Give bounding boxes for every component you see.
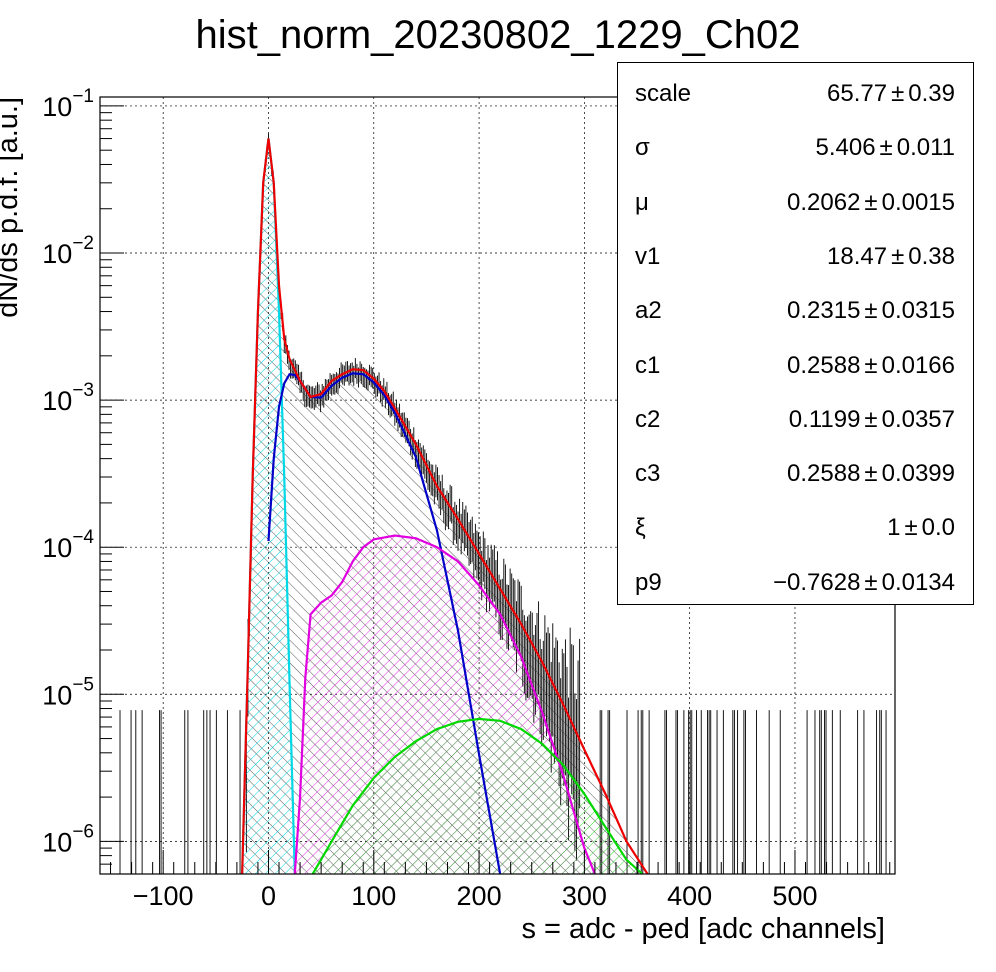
plus-minus-symbol: ± — [891, 80, 905, 107]
stats-value: 1 — [887, 514, 901, 542]
x-tick-label: 200 — [457, 881, 502, 911]
stats-value: 0.2062 — [787, 188, 861, 216]
stats-param-name: c1 — [635, 351, 661, 379]
stats-param-value: 0.2588 ±0.0399 — [787, 460, 955, 488]
stats-param-value: 0.1199 ±0.0357 — [789, 406, 955, 434]
stats-param-value: −0.7628 ±0.0134 — [773, 569, 955, 597]
stats-error: 0.39 — [908, 80, 955, 107]
stats-row: c1 0.2588 ±0.0166 — [618, 339, 973, 393]
y-tick-label: 10−4 — [42, 527, 94, 563]
chart-title: hist_norm_20230802_1229_Ch02 — [196, 13, 801, 57]
plus-minus-symbol: ± — [904, 514, 918, 542]
stats-value: 0.2588 — [787, 351, 861, 379]
x-tick-label: 0 — [261, 881, 276, 911]
stats-value: −0.7628 — [773, 568, 861, 596]
stats-row: σ 5.406 ±0.011 — [618, 121, 973, 175]
y-tick-label: 10−1 — [42, 86, 94, 122]
stats-row: v1 18.47 ±0.38 — [618, 230, 973, 284]
stats-error: 0.38 — [908, 242, 955, 270]
y-tick-label: 10−6 — [42, 821, 94, 857]
stats-error: 0.0399 — [881, 460, 955, 488]
stats-param-name: c3 — [635, 460, 661, 488]
stats-param-name: v1 — [635, 242, 661, 270]
stats-value: 5.406 — [815, 134, 876, 162]
stats-row: p9 −0.7628 ±0.0134 — [618, 556, 973, 610]
x-tick-label: 100 — [351, 881, 396, 911]
stats-param-name: ξ — [635, 514, 646, 542]
stats-row: c3 0.2588 ±0.0399 — [618, 447, 973, 501]
plus-minus-symbol: ± — [879, 134, 893, 162]
stats-row: a2 0.2315 ±0.0315 — [618, 284, 973, 338]
stats-param-value: 65.77 ±0.39 — [827, 80, 955, 108]
stats-param-name: p9 — [635, 568, 662, 596]
stats-error: 0.0166 — [881, 351, 955, 379]
plus-minus-symbol: ± — [864, 405, 878, 433]
x-axis-label: s = adc - ped [adc channels] — [521, 913, 885, 945]
stats-value: 0.1199 — [788, 405, 861, 433]
fit-stats-box: scale 65.77 ±0.39 σ 5.406 ±0.011 μ 0.2062 ±0.001… — [617, 62, 974, 605]
stats-param-value: 0.2588 ±0.0166 — [787, 352, 955, 380]
plus-minus-symbol: ± — [864, 188, 878, 216]
y-axis: 10−6 10−5 10−4 10−3 10−2 10−1 — [42, 86, 124, 875]
y-axis-label: dN/ds p.d.f. [a.u.] — [0, 97, 24, 318]
stats-value: 65.77 — [827, 80, 888, 107]
stats-row: c2 0.1199 ±0.0357 — [618, 393, 973, 447]
plus-minus-symbol: ± — [864, 297, 878, 325]
stats-error: 0.0357 — [881, 405, 955, 433]
stats-value: 0.2588 — [787, 460, 861, 488]
stats-param-name: c2 — [635, 405, 661, 433]
y-tick-label: 10−5 — [42, 674, 94, 710]
plus-minus-symbol: ± — [891, 242, 905, 270]
stats-param-value: 1 ±0.0 — [887, 514, 955, 542]
stats-param-value: 5.406 ±0.011 — [815, 134, 955, 162]
stats-param-name: scale — [635, 80, 692, 107]
plus-minus-symbol: ± — [864, 351, 878, 379]
x-tick-label: 500 — [772, 881, 817, 911]
y-tick-label: 10−2 — [42, 233, 94, 269]
stats-error: 0.0 — [921, 514, 955, 542]
stats-error: 0.0015 — [881, 188, 955, 216]
stats-param-name: σ — [635, 134, 650, 162]
pedestal-hatch-area — [242, 138, 295, 874]
y-tick-label: 10−3 — [42, 380, 94, 416]
total-fit-curve — [241, 138, 649, 874]
stats-value: 18.47 — [827, 242, 888, 270]
plus-minus-symbol: ± — [864, 460, 878, 488]
stats-error: 0.011 — [896, 134, 955, 162]
stats-value: 0.2315 — [787, 297, 861, 325]
stats-param-value: 0.2062 ±0.0015 — [787, 189, 955, 217]
three-pe-curve — [311, 717, 644, 874]
stats-row: scale 65.77 ±0.39 — [618, 67, 973, 121]
stats-param-value: 18.47 ±0.38 — [827, 243, 955, 271]
stats-param-name: μ — [635, 188, 649, 216]
x-tick-label: 300 — [562, 881, 607, 911]
stats-row: ξ 1 ±0.0 — [618, 501, 973, 555]
stats-param-name: a2 — [635, 297, 662, 325]
x-axis: −100 0 100 200 300 400 500 — [110, 850, 891, 911]
plus-minus-symbol: ± — [864, 568, 878, 596]
stats-error: 0.0134 — [881, 568, 955, 596]
stats-param-value: 0.2315 ±0.0315 — [787, 297, 955, 325]
stats-error: 0.0315 — [881, 297, 955, 325]
two-pe-curve — [293, 534, 596, 874]
x-tick-label: −100 — [133, 881, 194, 911]
x-tick-label: 400 — [667, 881, 712, 911]
stats-row: μ 0.2062 ±0.0015 — [618, 176, 973, 230]
